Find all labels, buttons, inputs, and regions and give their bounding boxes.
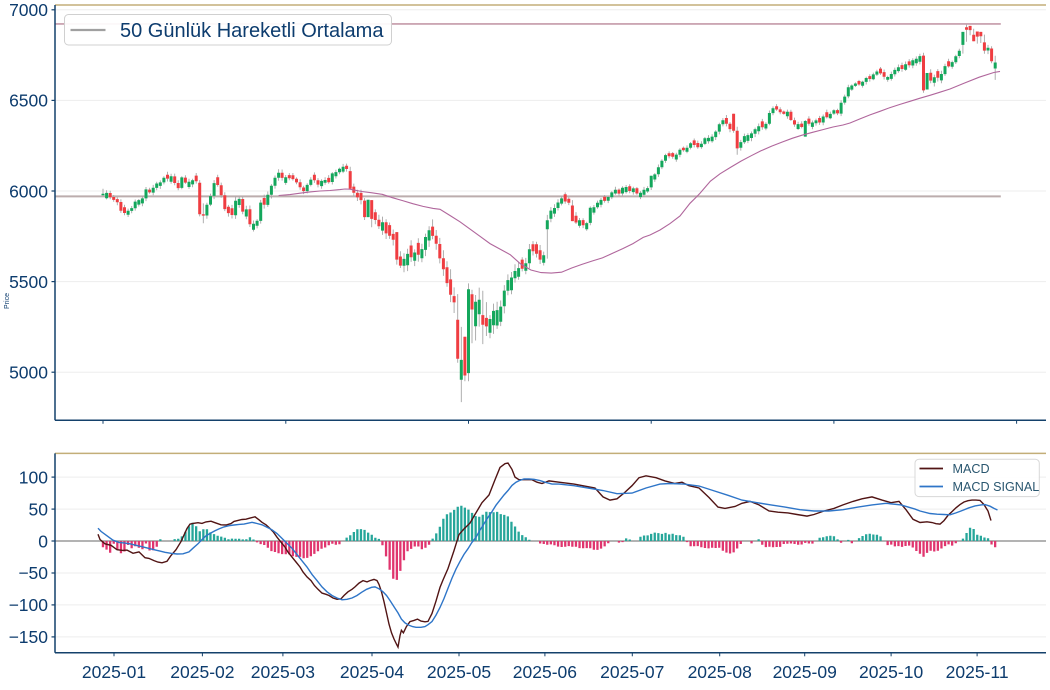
svg-text:50 Günlük Hareketli Ortalama: 50 Günlük Hareketli Ortalama <box>120 20 384 42</box>
svg-text:5500: 5500 <box>9 272 48 292</box>
svg-text:2025-09: 2025-09 <box>773 662 837 682</box>
svg-text:2025-01: 2025-01 <box>82 662 146 682</box>
svg-text:100: 100 <box>19 467 48 487</box>
svg-text:7000: 7000 <box>9 0 48 20</box>
svg-text:2025-11: 2025-11 <box>946 662 1009 682</box>
svg-text:−50: −50 <box>18 563 48 583</box>
svg-text:50: 50 <box>29 499 49 519</box>
svg-text:6500: 6500 <box>9 91 48 111</box>
svg-text:2025-04: 2025-04 <box>340 662 404 682</box>
svg-text:2025-08: 2025-08 <box>688 662 752 682</box>
svg-text:Price: Price <box>4 293 11 309</box>
svg-text:−100: −100 <box>9 595 49 615</box>
svg-text:2025-02: 2025-02 <box>170 662 234 682</box>
svg-text:0: 0 <box>38 531 48 551</box>
svg-text:MACD SIGNAL: MACD SIGNAL <box>953 480 1040 494</box>
svg-text:5000: 5000 <box>9 363 48 383</box>
svg-text:−150: −150 <box>9 627 49 647</box>
svg-text:6000: 6000 <box>9 181 48 201</box>
svg-text:2025-10: 2025-10 <box>859 662 923 682</box>
svg-text:2025-06: 2025-06 <box>513 662 577 682</box>
svg-text:2025-05: 2025-05 <box>427 662 491 682</box>
svg-text:2025-07: 2025-07 <box>600 662 664 682</box>
svg-text:MACD: MACD <box>953 462 990 476</box>
svg-text:2025-03: 2025-03 <box>251 662 315 682</box>
